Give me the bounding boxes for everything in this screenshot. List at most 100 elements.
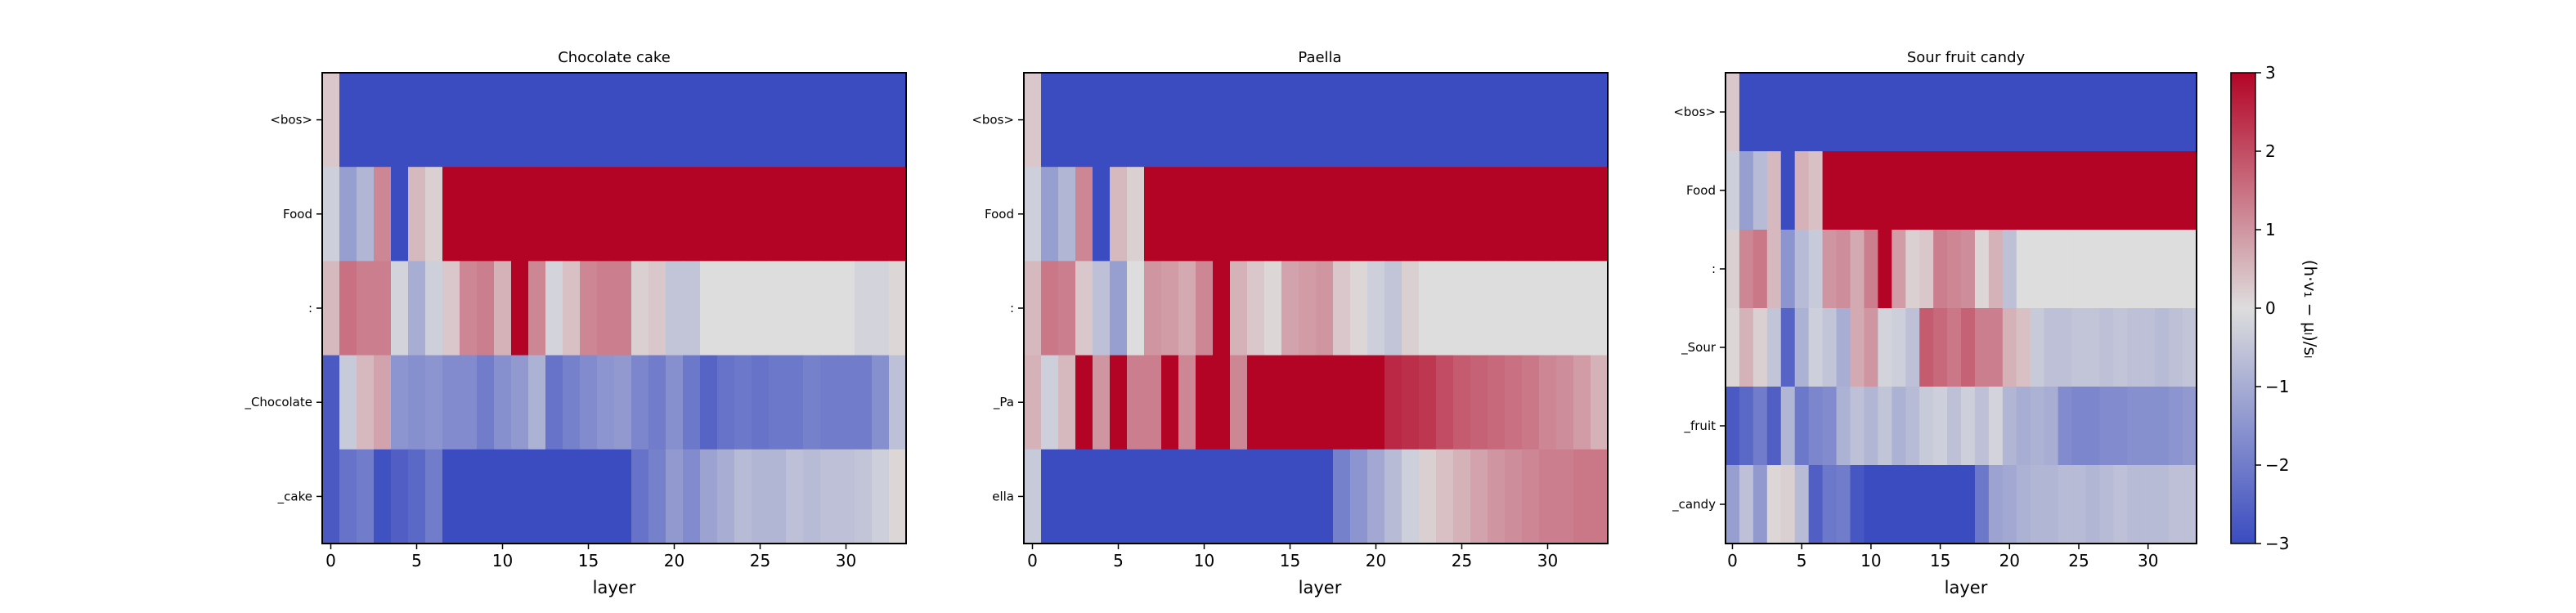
heatmap-cell	[322, 73, 340, 168]
heatmap-cell	[1453, 167, 1471, 262]
heatmap-cell	[477, 261, 495, 356]
y-tick-label: ella	[992, 489, 1014, 503]
heatmap-cell	[803, 167, 821, 262]
heatmap-cell	[2071, 308, 2087, 387]
heatmap-cell	[2155, 387, 2170, 466]
heatmap-cell	[2071, 387, 2087, 466]
heatmap-cell	[1766, 465, 1782, 544]
heatmap-cell	[1961, 308, 1976, 387]
heatmap-cell	[2016, 387, 2031, 466]
heatmap-cell	[1350, 449, 1368, 544]
heatmap-cell	[339, 73, 357, 168]
heatmap-cell	[2113, 73, 2128, 152]
heatmap-cell	[1402, 167, 1420, 262]
heatmap-cell	[1247, 261, 1265, 356]
heatmap-cell	[391, 261, 409, 356]
heatmap-cell	[580, 449, 598, 544]
heatmap-cell	[1093, 261, 1111, 356]
heatmap-cell	[1822, 387, 1838, 466]
heatmap-cell	[1384, 73, 1402, 168]
x-tick-label: 10	[1860, 551, 1881, 570]
heatmap-cell	[1905, 151, 1920, 230]
heatmap-cell	[1384, 449, 1402, 544]
heatmap-cell	[1436, 261, 1454, 356]
heatmap-cell	[1539, 449, 1557, 544]
heatmap-cell	[1878, 73, 1892, 152]
heatmap-cell	[2127, 387, 2142, 466]
heatmap-cell	[1488, 261, 1506, 356]
heatmap-cell	[2002, 73, 2017, 152]
heatmap-cell	[322, 355, 340, 450]
heatmap-cell	[820, 167, 838, 262]
heatmap-cell	[1041, 73, 1059, 168]
heatmap-cell	[1919, 230, 1934, 309]
heatmap-cell	[1093, 449, 1111, 544]
heatmap-cell	[1075, 73, 1093, 168]
heatmap-cell	[1488, 73, 1506, 168]
heatmap-cell	[1316, 449, 1334, 544]
heatmap-cell	[1836, 465, 1851, 544]
heatmap-cell	[769, 355, 787, 450]
y-tick-label: _Chocolate	[244, 395, 312, 410]
heatmap-cell	[1402, 449, 1420, 544]
heatmap-cell	[2169, 308, 2183, 387]
heatmap-cell	[2099, 73, 2114, 152]
heatmap-cell	[1947, 151, 1962, 230]
heatmap-cell	[1470, 73, 1488, 168]
heatmap-cell	[1144, 449, 1162, 544]
heatmap-cell	[374, 167, 392, 262]
heatmap-cell	[442, 73, 460, 168]
heatmap-cell	[374, 261, 392, 356]
heatmap-cell	[1808, 465, 1824, 544]
heatmap-cell	[1419, 261, 1437, 356]
heatmap-cell	[1591, 449, 1609, 544]
heatmap-cell	[460, 261, 478, 356]
x-tick-label: 25	[1452, 551, 1472, 570]
heatmap-cell	[1350, 167, 1368, 262]
heatmap-cell	[1961, 387, 1976, 466]
heatmap-cell	[563, 73, 581, 168]
heatmap-cell	[1316, 167, 1334, 262]
heatmap-cell	[1933, 230, 1948, 309]
heatmap-cell	[1794, 308, 1810, 387]
heatmap-cell	[786, 355, 804, 450]
heatmap-cell	[1299, 261, 1317, 356]
heatmap-cell	[1196, 355, 1214, 450]
heatmap-cell	[1591, 355, 1609, 450]
heatmap-cell	[2169, 230, 2183, 309]
heatmap-cell	[1766, 230, 1782, 309]
heatmap-cell	[786, 449, 804, 544]
colorbar-tick-label: 1	[2265, 220, 2276, 239]
heatmap-cell	[752, 167, 770, 262]
heatmap-cell	[648, 355, 666, 450]
heatmap-cell	[2030, 308, 2045, 387]
heatmap-cell	[425, 355, 443, 450]
heatmap-cells	[322, 73, 907, 544]
heatmap-cell	[1144, 355, 1162, 450]
heatmap-cell	[803, 449, 821, 544]
heatmap-cell	[2044, 151, 2059, 230]
heatmap-cell	[855, 449, 873, 544]
heatmap-cell	[1947, 230, 1962, 309]
heatmap-cell	[700, 449, 718, 544]
heatmap-cell	[1264, 449, 1282, 544]
heatmap-cell	[1127, 355, 1145, 450]
heatmap-cell	[1556, 355, 1574, 450]
heatmap-cell	[1178, 355, 1196, 450]
x-tick-label: 0	[1727, 551, 1738, 570]
heatmap-cell	[837, 449, 855, 544]
heatmap-cell	[1752, 308, 1768, 387]
heatmap-cell	[734, 449, 752, 544]
heatmap-cell	[2113, 387, 2128, 466]
heatmap-cell	[1419, 73, 1437, 168]
heatmap-cell	[425, 167, 443, 262]
heatmap-cell	[1573, 167, 1591, 262]
heatmap-cell	[1822, 465, 1838, 544]
heatmap-cell	[2099, 230, 2114, 309]
heatmap-cell	[1316, 261, 1334, 356]
heatmap-cell	[460, 355, 478, 450]
x-tick-label: 25	[750, 551, 770, 570]
heatmap-cell	[1402, 261, 1420, 356]
heatmap-cell	[2030, 387, 2045, 466]
